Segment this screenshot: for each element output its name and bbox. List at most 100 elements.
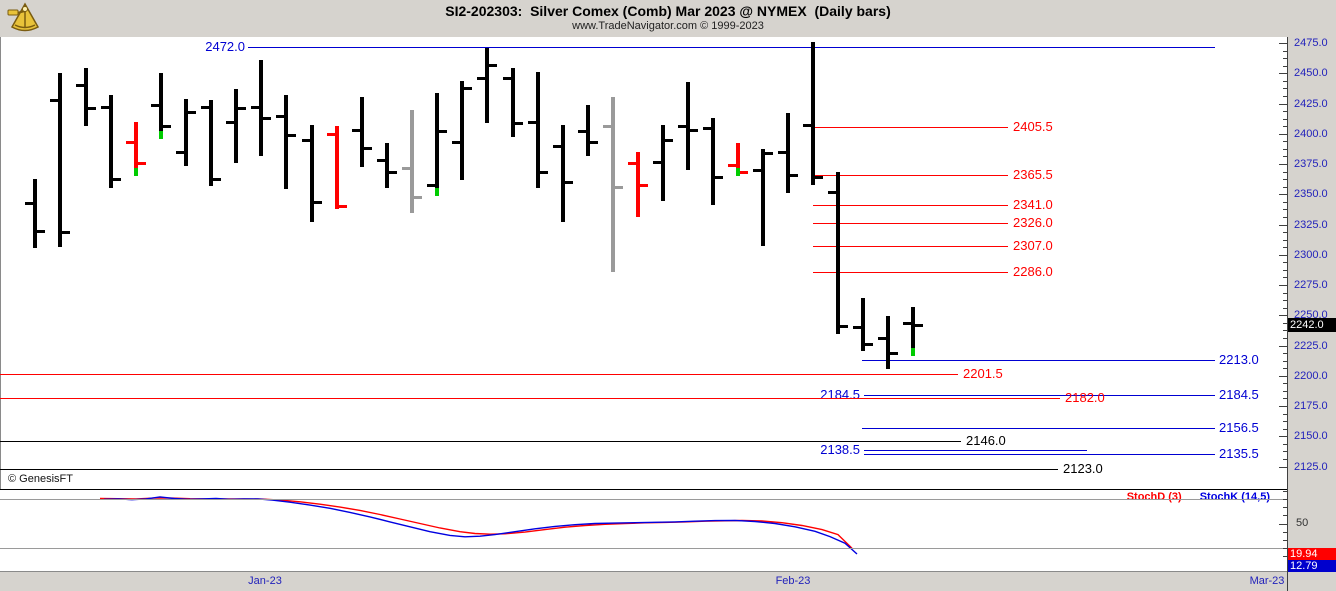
price-level-label[interactable]: 2156.5 [1219,420,1259,435]
price-bar-close-tick [639,184,648,187]
price-level-line[interactable] [813,127,1008,128]
price-bar-close-tick [463,87,472,90]
date-axis-label: Feb-23 [775,575,811,587]
price-axis-tick [1279,104,1287,105]
price-axis-minor-tick [1283,398,1287,399]
price-axis-minor-tick [1283,149,1287,150]
price-level-label[interactable]: 2365.5 [1013,167,1053,182]
price-level-line[interactable] [813,175,1008,176]
price-level-line[interactable] [0,441,961,442]
price-level-line[interactable] [864,454,1215,455]
price-bar-close-tick [212,178,221,181]
price-level-line[interactable] [813,272,1008,273]
price-level-label[interactable]: 2184.5 [1219,387,1259,402]
date-axis[interactable] [0,571,1287,591]
price-axis[interactable] [1287,37,1336,591]
price-level-label[interactable]: 2182.0 [1065,390,1105,405]
stochastic-curves [99,496,858,555]
price-bar-close-tick [739,171,748,174]
price-axis-minor-tick [1283,202,1287,203]
price-axis-label: 2125.0 [1294,461,1328,473]
price-bar-close-tick [36,230,45,233]
price-bar-close-tick [187,111,196,114]
price-axis-minor-tick [1283,323,1287,324]
price-axis-minor-tick [1283,187,1287,188]
price-level-label[interactable]: 2341.0 [1013,197,1053,212]
price-level-line[interactable] [248,47,1215,48]
stoch-axis-tick [1283,548,1287,549]
price-axis-label: 2225.0 [1294,340,1328,352]
price-bar [586,105,590,156]
signal-marker [159,131,163,139]
price-axis-label: 2250.0 [1294,309,1328,321]
price-level-label[interactable]: 2135.5 [1219,446,1259,461]
price-bar [435,93,439,192]
price-level-line[interactable] [862,428,1215,429]
price-level-line[interactable] [813,223,1008,224]
price-bar-close-tick [338,205,347,208]
price-axis-minor-tick [1283,111,1287,112]
price-bar [259,60,263,156]
price-level-label[interactable]: 2472.0 [205,39,245,54]
stochd-line [99,497,853,549]
stochastic-pane[interactable] [0,489,1287,572]
price-level-line[interactable] [862,360,1215,361]
price-level-label[interactable]: 2405.5 [1013,119,1053,134]
price-axis-minor-tick [1283,444,1287,445]
price-bar-close-tick [237,107,246,110]
price-bar-close-tick [714,176,723,179]
price-level-line[interactable] [0,469,1058,470]
price-level-label[interactable]: 2201.5 [963,366,1003,381]
price-axis-minor-tick [1283,353,1287,354]
price-axis-minor-tick [1283,126,1287,127]
price-level-line[interactable] [0,374,958,375]
price-axis-minor-tick [1283,330,1287,331]
stochd-legend-label[interactable]: StochD (3) [1126,491,1182,503]
indicator-legend: StochD (3) StochK (14,5) [0,491,1270,503]
price-level-label[interactable]: 2123.0 [1063,461,1103,476]
price-axis-minor-tick [1283,368,1287,369]
price-bar [310,125,314,222]
price-level-label[interactable]: 2146.0 [966,433,1006,448]
price-bar-open-tick [201,106,210,109]
stochk-legend-label[interactable]: StochK (14,5) [1199,491,1270,503]
price-bar-close-tick [539,171,548,174]
price-level-line[interactable] [864,395,1215,396]
price-bar [811,42,815,185]
price-bar-close-tick [488,64,497,67]
price-level-line[interactable] [0,398,1060,399]
price-level-line[interactable] [813,246,1008,247]
price-axis-minor-tick [1283,414,1287,415]
price-level-line[interactable] [864,450,1087,451]
price-bar-close-tick [313,201,322,204]
signal-marker [911,348,915,356]
price-bar [636,152,640,217]
price-level-label[interactable]: 2307.0 [1013,238,1053,253]
last-price-badge: 2242.0 [1288,318,1336,332]
price-axis-minor-tick [1283,270,1287,271]
price-axis-tick [1279,73,1287,74]
price-axis-tick [1279,346,1287,347]
price-axis-tick [1279,225,1287,226]
price-bar [33,179,37,248]
stoch-axis-tick [1283,556,1287,557]
signal-marker [736,168,740,176]
price-pane[interactable] [0,37,1288,489]
price-level-label[interactable]: 2138.5 [820,442,860,457]
price-bar [234,89,238,163]
price-axis-tick [1279,376,1287,377]
price-level-label[interactable]: 2326.0 [1013,215,1053,230]
price-bar-close-tick [789,174,798,177]
stoch-axis-tick [1283,532,1287,533]
price-bar [485,48,489,123]
price-bar-close-tick [363,147,372,150]
stochd-value-badge: 19.94 [1288,548,1336,560]
price-bar-open-tick [477,77,486,80]
price-level-label[interactable]: 2184.5 [820,387,860,402]
price-level-line[interactable] [813,205,1008,206]
price-bar-close-tick [814,176,823,179]
price-bar-close-tick [664,139,673,142]
price-axis-tick [1279,406,1287,407]
price-level-label[interactable]: 2213.0 [1219,352,1259,367]
price-level-label[interactable]: 2286.0 [1013,264,1053,279]
